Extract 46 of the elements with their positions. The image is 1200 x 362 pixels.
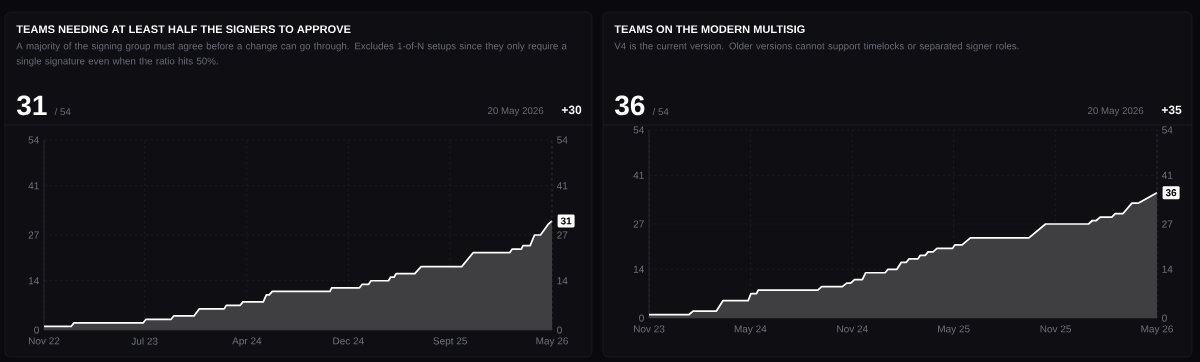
y2-tick-label: 14	[557, 277, 568, 285]
x-tick-label: Nov 22	[28, 337, 60, 345]
y2-tick-label: 41	[1161, 171, 1173, 179]
x-tick-label: Sept 25	[433, 337, 467, 347]
x-tick-label: May 26	[1141, 325, 1173, 335]
y2-tick-label: 0	[1162, 314, 1167, 322]
text: 36	[614, 95, 645, 116]
x-tick-label: May 25	[938, 325, 970, 335]
y2-tick-label: 54	[1162, 126, 1173, 134]
y-tick-label: 27	[633, 220, 644, 228]
chart-title: TEAMS ON THE MODERN MULTISIG	[614, 25, 805, 34]
y-tick-label: 14	[28, 277, 39, 285]
x-tick-label: May 24	[734, 325, 767, 335]
y2-tick-label: 27	[1162, 220, 1173, 228]
x-tick-label: Dec 24	[333, 337, 364, 345]
y-tick-label: 41	[28, 182, 39, 190]
chart-title: TEAMS NEEDING AT LEAST HALF THE SIGNERS TO APPROVE	[16, 25, 351, 34]
y2-tick-label: 54	[557, 136, 568, 144]
text: +30	[561, 105, 582, 115]
x-tick-label: Nov 24	[837, 325, 868, 333]
y2-tick-label: 41	[556, 182, 568, 190]
x-tick-label: Nov 25	[1040, 325, 1072, 333]
text: 31	[16, 95, 47, 116]
text: / 54	[54, 107, 71, 116]
y2-tick-label: 27	[557, 231, 568, 239]
x-tick-label: May 26	[536, 337, 568, 347]
chart-subtitle: A majority of the signing group must agree before a change can go through. Excludes 1-of-N setups since they only require a single signature even when the ratio hits 50%.	[16, 42, 567, 67]
y2-tick-label: 0	[557, 326, 562, 334]
text: / 54	[652, 107, 669, 116]
y-tick-label: 54	[633, 126, 644, 134]
y-tick-label: 14	[633, 265, 644, 273]
text: 20 May 2026	[1087, 107, 1144, 117]
annotation: 36	[1165, 189, 1177, 197]
y-tick-label: 54	[28, 136, 39, 144]
x-tick-label: Jul 23	[131, 337, 158, 345]
x-tick-label: Nov 23	[633, 325, 665, 333]
x-tick-label: Apr 24	[232, 337, 262, 347]
y-tick-label: 41	[633, 171, 644, 179]
chart-subtitle: V4 is the current version. Older versions cannot support timelocks or separated signer roles.	[614, 42, 1019, 52]
y2-tick-label: 14	[1162, 265, 1173, 273]
annotation: 31	[560, 217, 572, 225]
y-tick-label: 27	[28, 231, 39, 239]
y-tick-label: 0	[639, 314, 644, 322]
text: +35	[1161, 105, 1182, 115]
y-tick-label: 0	[34, 326, 39, 334]
text: 20 May 2026	[487, 107, 544, 117]
